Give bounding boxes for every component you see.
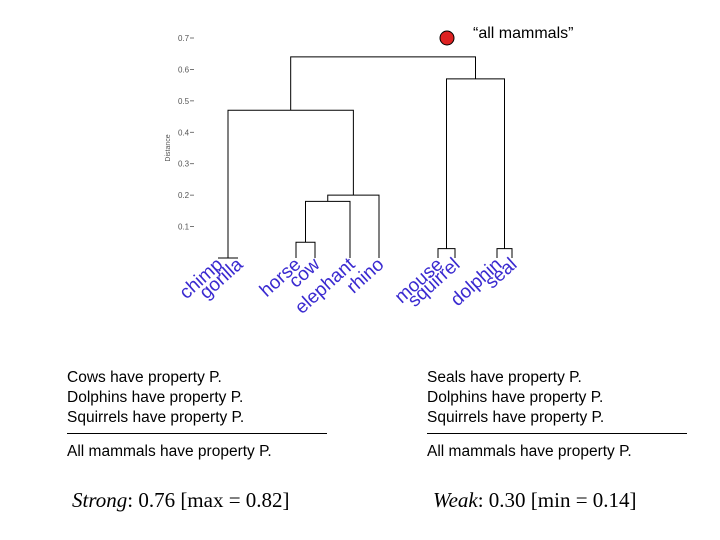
weak-premise: Squirrels have property P. xyxy=(427,409,605,426)
strong-score: Strong: 0.76 [max = 0.82] xyxy=(72,488,290,513)
y-tick-label: 0.1 xyxy=(178,223,190,232)
dendrogram-branch-1 xyxy=(295,241,316,258)
strong-conclusion: All mammals have property P. xyxy=(67,443,272,460)
strong-score-value: : 0.76 [max = 0.82] xyxy=(127,488,290,512)
strong-premise: Squirrels have property P. xyxy=(67,409,245,426)
weak-premise: Seals have property P. xyxy=(427,369,582,386)
y-tick-label: 0.2 xyxy=(178,191,190,200)
dendrogram-branch-3 xyxy=(327,194,380,258)
dendrogram-branch-2 xyxy=(305,200,351,258)
weak-conclusion: All mammals have property P. xyxy=(427,443,632,460)
y-axis-label: Distance xyxy=(165,134,172,161)
dendrogram-branch-8 xyxy=(290,56,476,111)
weak-score: Weak: 0.30 [min = 0.14] xyxy=(433,488,637,513)
weak-label: Weak xyxy=(433,488,478,512)
weak-premise: Dolphins have property P. xyxy=(427,389,604,406)
weak-argument: Seals have property P. Dolphins have pro… xyxy=(427,368,687,462)
y-tick-label: 0.3 xyxy=(178,160,190,169)
weak-divider xyxy=(427,433,687,434)
y-tick-label: 0.7 xyxy=(178,34,190,43)
y-tick-label: 0.6 xyxy=(178,65,190,74)
y-tick-label: 0.4 xyxy=(178,128,190,137)
strong-premise: Cows have property P. xyxy=(67,369,222,386)
strong-label: Strong xyxy=(72,488,128,512)
all-mammals-marker xyxy=(439,30,455,46)
dendrogram-branch-7 xyxy=(227,109,354,258)
strong-argument: Cows have property P. Dolphins have prop… xyxy=(67,368,327,462)
weak-score-value: : 0.30 [min = 0.14] xyxy=(477,488,637,512)
y-tick-label: 0.5 xyxy=(178,97,190,106)
strong-divider xyxy=(67,433,327,434)
dendrogram-branch-6 xyxy=(446,78,505,249)
all-mammals-callout: “all mammals” xyxy=(473,25,573,42)
dendrogram: Distance 0.70.60.50.40.30.20.1 chimpgori… xyxy=(165,25,573,318)
strong-premise: Dolphins have property P. xyxy=(67,389,244,406)
